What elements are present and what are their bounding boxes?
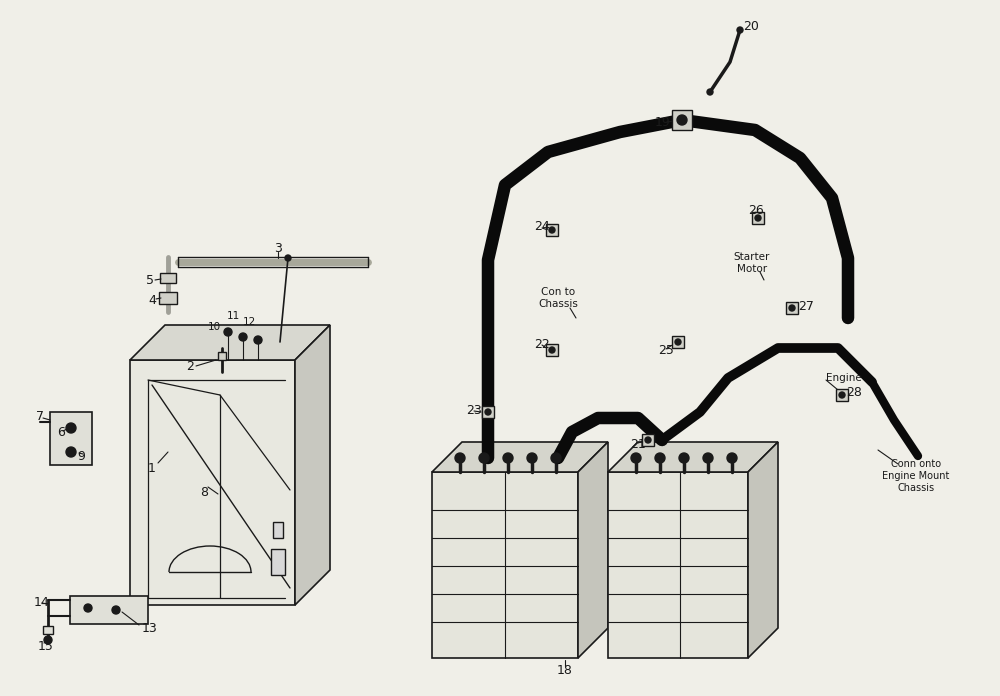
Bar <box>273 522 283 538</box>
Circle shape <box>631 453 641 463</box>
Circle shape <box>839 392 845 398</box>
Circle shape <box>675 339 681 345</box>
Circle shape <box>677 115 687 125</box>
Text: 22: 22 <box>534 338 550 351</box>
Bar <box>546 224 558 236</box>
Text: 3: 3 <box>274 242 282 255</box>
Bar <box>546 344 558 356</box>
Text: 14: 14 <box>34 596 50 608</box>
Circle shape <box>549 347 555 353</box>
Polygon shape <box>432 442 608 472</box>
Circle shape <box>503 453 513 463</box>
Bar <box>160 273 176 283</box>
Bar <box>271 549 285 575</box>
Text: 8: 8 <box>200 486 208 498</box>
Text: 1: 1 <box>148 461 156 475</box>
Text: 20: 20 <box>743 19 759 33</box>
Polygon shape <box>608 442 778 472</box>
Circle shape <box>727 453 737 463</box>
Bar <box>159 292 177 304</box>
Bar <box>642 434 654 446</box>
Text: 2: 2 <box>186 361 194 374</box>
Circle shape <box>703 453 713 463</box>
Bar <box>43 626 53 634</box>
Circle shape <box>679 453 689 463</box>
Circle shape <box>44 636 52 644</box>
Polygon shape <box>295 325 330 605</box>
Circle shape <box>254 336 262 344</box>
Text: Engine: Engine <box>826 373 862 383</box>
Polygon shape <box>130 360 295 605</box>
Circle shape <box>755 215 761 221</box>
Text: 9: 9 <box>77 450 85 463</box>
Polygon shape <box>50 412 92 465</box>
Circle shape <box>549 227 555 233</box>
Bar <box>672 336 684 348</box>
Polygon shape <box>608 472 748 658</box>
Circle shape <box>479 453 489 463</box>
Text: 6: 6 <box>57 427 65 439</box>
Text: 12: 12 <box>243 317 256 327</box>
Circle shape <box>112 606 120 614</box>
Text: 23: 23 <box>466 404 482 416</box>
Bar <box>786 302 798 314</box>
Circle shape <box>789 305 795 311</box>
Circle shape <box>527 453 537 463</box>
Circle shape <box>84 604 92 612</box>
Text: 19: 19 <box>655 116 671 129</box>
Circle shape <box>66 423 76 433</box>
Polygon shape <box>70 596 148 624</box>
Polygon shape <box>432 472 578 658</box>
Text: 10: 10 <box>208 322 221 332</box>
Circle shape <box>655 453 665 463</box>
Text: 25: 25 <box>658 344 674 356</box>
Bar <box>482 406 494 418</box>
Text: 4: 4 <box>148 294 156 306</box>
Bar <box>752 212 764 224</box>
Text: 18: 18 <box>557 663 573 677</box>
Text: 21: 21 <box>630 438 646 452</box>
Circle shape <box>645 437 651 443</box>
Circle shape <box>224 328 232 336</box>
Text: 24: 24 <box>534 219 550 232</box>
Polygon shape <box>578 442 608 658</box>
Text: Starter
Motor: Starter Motor <box>734 252 770 274</box>
Bar <box>672 110 692 130</box>
Text: Conn onto
Engine Mount
Chassis: Conn onto Engine Mount Chassis <box>882 459 950 493</box>
Circle shape <box>239 333 247 341</box>
Polygon shape <box>130 325 330 360</box>
Circle shape <box>551 453 561 463</box>
Text: 26: 26 <box>748 203 764 216</box>
Circle shape <box>66 447 76 457</box>
Text: 5: 5 <box>146 274 154 287</box>
Bar <box>218 352 226 360</box>
Circle shape <box>485 409 491 415</box>
Text: 15: 15 <box>38 640 54 653</box>
Circle shape <box>737 27 743 33</box>
Polygon shape <box>748 442 778 658</box>
Text: 7: 7 <box>36 409 44 422</box>
Text: 28: 28 <box>846 386 862 399</box>
Text: Con to
Chassis: Con to Chassis <box>538 287 578 309</box>
Text: 13: 13 <box>142 622 158 635</box>
Circle shape <box>455 453 465 463</box>
Circle shape <box>285 255 291 261</box>
Bar <box>836 389 848 401</box>
Text: 27: 27 <box>798 299 814 313</box>
Text: 11: 11 <box>227 311 240 321</box>
Circle shape <box>707 89 713 95</box>
